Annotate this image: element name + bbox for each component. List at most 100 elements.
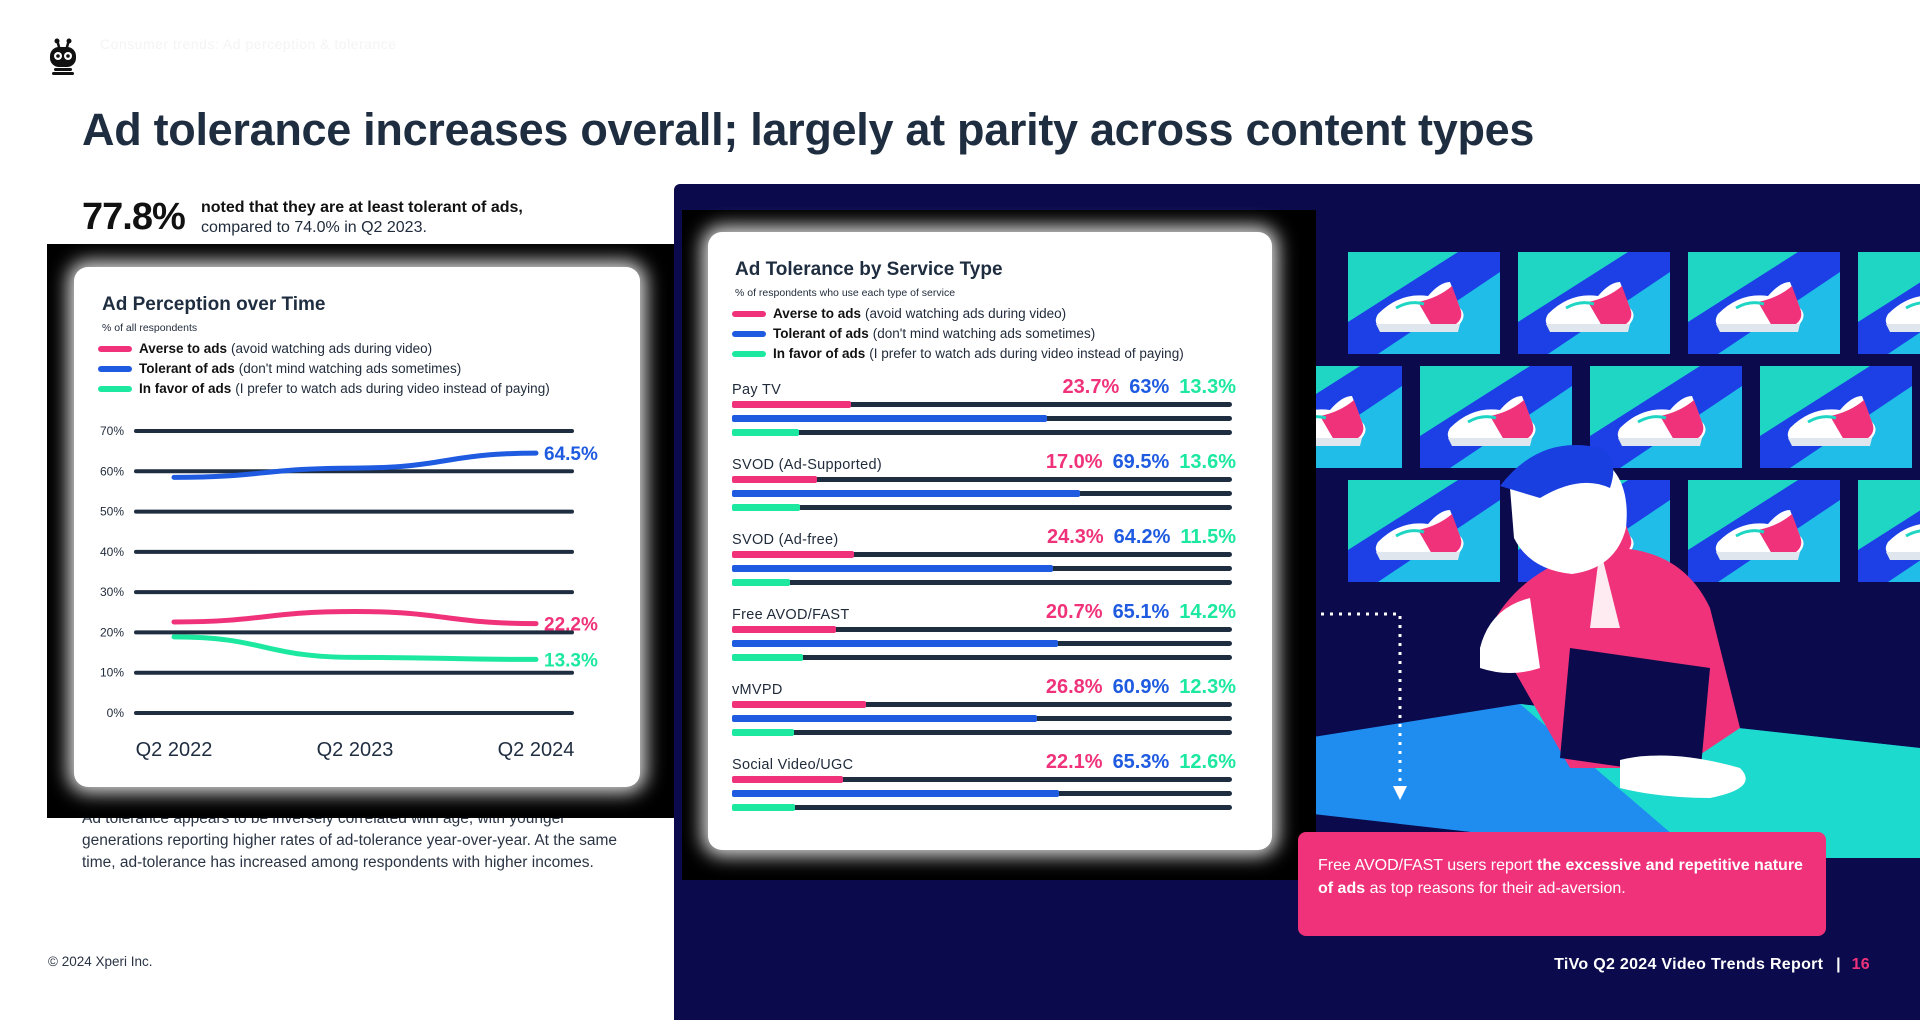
bar-favor — [732, 654, 803, 661]
series-line-0 — [171, 450, 539, 480]
service-legend-averse-bold: Averse to ads — [773, 306, 862, 321]
series-end-label: 22.2% — [544, 615, 598, 636]
bar-track — [732, 552, 1232, 557]
service-legend-tolerant-rest: (don't mind watching ads sometimes) — [872, 326, 1096, 341]
series-end-label: 64.5% — [544, 444, 598, 465]
service-chart-subtitle: % of respondents who use each type of se… — [735, 287, 956, 299]
callout-bold: the excessive and repetitive nature of a… — [1318, 857, 1803, 897]
bar-tolerant — [732, 415, 1047, 422]
service-legend-swatch-tolerant — [732, 330, 766, 337]
service-value-label: 65.1% — [1112, 601, 1170, 623]
bar-tolerant — [732, 490, 1080, 497]
bar-tolerant — [732, 565, 1053, 572]
header-note: Consumer trends: Ad perception & toleran… — [100, 36, 397, 52]
y-tick-label: 20% — [100, 625, 124, 639]
bar-tolerant — [732, 790, 1059, 797]
bar-track — [732, 430, 1232, 435]
chart-subtitle: % of all respondents — [102, 322, 198, 334]
y-tick-label: 10% — [100, 666, 124, 680]
stat-line1: noted that they are at least tolerant of… — [201, 199, 523, 216]
service-value-label: 24.3% — [1046, 526, 1104, 548]
page-title: Ad tolerance increases overall; largely … — [82, 104, 1535, 155]
bar-track — [732, 730, 1232, 735]
series-end-label: 13.3% — [544, 650, 598, 671]
bar-favor — [732, 504, 800, 511]
bar-favor — [732, 429, 799, 436]
service-category-label: SVOD (Ad-Supported) — [732, 457, 882, 473]
chart-title: Ad Perception over Time — [102, 294, 326, 315]
service-category-label: SVOD (Ad-free) — [732, 532, 839, 548]
legend-tolerant: Tolerant of ads (don't mind watching ads… — [98, 361, 461, 376]
free-avod-callout: Free AVOD/FAST users report the excessiv… — [1298, 832, 1826, 936]
service-value-labels: 22.1% 65.3% 12.6% — [1046, 751, 1236, 774]
stat-line2: compared to 74.0% in Q2 2023. — [201, 219, 427, 236]
service-legend-favor-rest: (I prefer to watch ads during video inst… — [869, 346, 1184, 361]
ad-tolerance-service-card: Ad Tolerance by Service Type % of respon… — [708, 232, 1272, 850]
legend-swatch-tolerant — [98, 365, 132, 372]
footer: TiVo Q2 2024 Video Trends Report | 16 — [1554, 956, 1870, 974]
bar-averse — [732, 626, 836, 633]
service-value-label: 20.7% — [1045, 601, 1103, 623]
bar-favor — [732, 729, 794, 736]
bar-averse — [732, 701, 866, 708]
service-value-label: 26.8% — [1045, 676, 1103, 698]
x-tick-label: Q2 2023 — [317, 739, 394, 761]
service-value-label: 63% — [1129, 376, 1170, 398]
y-tick-label: 30% — [100, 585, 124, 599]
service-value-label: 64.2% — [1113, 526, 1171, 548]
bar-averse — [732, 776, 843, 783]
service-value-label: 14.2% — [1179, 601, 1236, 623]
legend-favor-bold: In favor of ads — [139, 381, 232, 396]
tivo-logo-icon — [50, 38, 76, 75]
legend-swatch-favor — [98, 385, 132, 392]
legend-averse-rest: (avoid watching ads during video) — [231, 341, 433, 356]
service-value-labels: 26.8% 60.9% 12.3% — [1046, 676, 1236, 699]
y-tick-label: 50% — [100, 505, 124, 519]
service-value-labels: 24.3% 64.2% 11.5% — [1047, 526, 1236, 549]
legend-swatch-averse — [98, 345, 132, 352]
service-value-label: 13.3% — [1179, 376, 1236, 398]
bar-track — [732, 777, 1232, 782]
service-value-label: 23.7% — [1062, 376, 1120, 398]
bar-averse — [732, 551, 854, 558]
copyright: © 2024 Xperi Inc. — [48, 954, 153, 969]
service-value-label: 12.6% — [1179, 751, 1236, 773]
bar-favor — [732, 804, 795, 811]
service-legend-averse-rest: (avoid watching ads during video) — [865, 306, 1067, 321]
x-tick-label: Q2 2022 — [136, 739, 213, 761]
bar-track — [732, 505, 1232, 510]
service-category-label: Pay TV — [732, 382, 782, 398]
legend-tolerant-rest: (don't mind watching ads sometimes) — [238, 361, 462, 376]
bar-track — [732, 627, 1232, 632]
callout-post: as top reasons for their ad-aversion. — [1365, 880, 1626, 897]
legend-favor-rest: (I prefer to watch ads during video inst… — [235, 381, 550, 396]
service-category-label: Free AVOD/FAST — [732, 607, 850, 623]
bar-track — [732, 580, 1232, 585]
service-value-label: 65.3% — [1112, 751, 1170, 773]
legend-averse: Averse to ads (avoid watching ads during… — [98, 341, 432, 356]
service-legend-favor-bold: In favor of ads — [773, 346, 866, 361]
y-tick-label: 60% — [100, 464, 124, 478]
service-value-label: 22.1% — [1045, 751, 1103, 773]
y-tick-label: 70% — [100, 424, 124, 438]
service-value-labels: 17.0% 69.5% 13.6% — [1046, 451, 1236, 474]
service-legend-favor: In favor of ads (I prefer to watch ads d… — [732, 346, 1184, 361]
service-legend-swatch-averse — [732, 310, 766, 317]
service-value-label: 17.0% — [1045, 451, 1103, 473]
series-line-1 — [171, 608, 539, 627]
legend-favor: In favor of ads (I prefer to watch ads d… — [98, 381, 550, 396]
service-value-label: 69.5% — [1112, 451, 1170, 473]
footer-report-title: TiVo Q2 2024 Video Trends Report — [1554, 956, 1824, 973]
stat-value: 77.8% — [82, 196, 186, 238]
ad-perception-line-chart: 0% 10% 20% 30% 40% 50% 60% 70% Q2 2022 Q2 2023 Q2 … — [100, 424, 598, 761]
bar-track — [732, 477, 1232, 482]
bar-averse — [732, 476, 817, 483]
callout-pre: Free AVOD/FAST users report — [1318, 857, 1538, 874]
legend-tolerant-bold: Tolerant of ads — [139, 361, 235, 376]
bar-track — [732, 402, 1232, 407]
y-tick-label: 40% — [100, 545, 124, 559]
bar-favor — [732, 579, 790, 586]
service-value-labels: 23.7% 63% 13.3% — [1063, 376, 1236, 399]
ad-perception-card: Ad Perception over Time % of all respond… — [74, 267, 640, 787]
service-category-label: Social Video/UGC — [732, 757, 854, 773]
